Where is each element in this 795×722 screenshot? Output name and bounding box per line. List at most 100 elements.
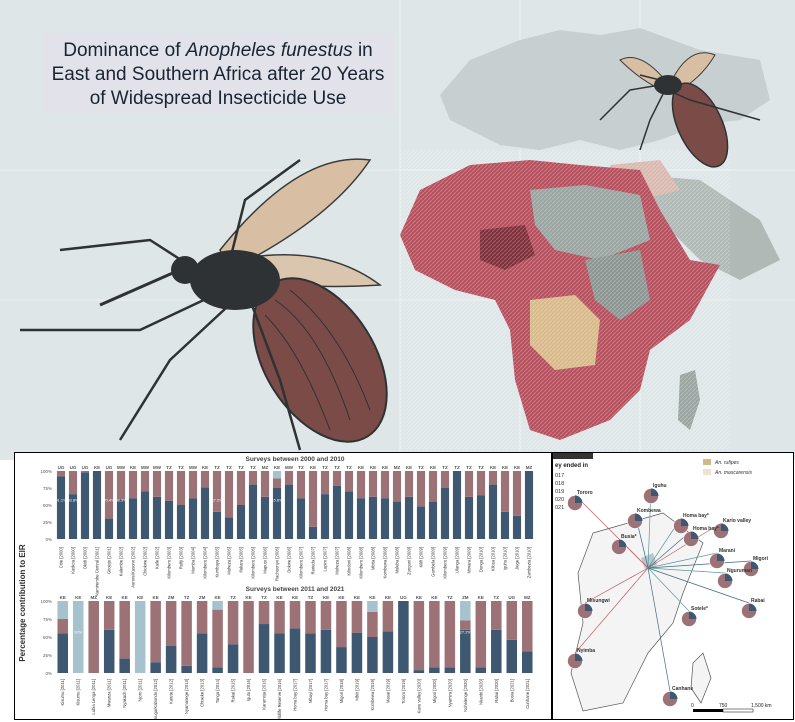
legend-species-label: An. mascarensis	[714, 470, 752, 476]
category-label: Aurore/Kasono [2002]	[131, 547, 136, 588]
bar-segment-0-34-0	[464, 496, 474, 539]
y-axis-label: Percentage contribution to EIR	[18, 544, 27, 662]
category-label: Rakai [2015]	[231, 679, 236, 703]
bar-segment-1-3-1	[103, 601, 115, 630]
country-code-label: KE	[430, 465, 436, 470]
bar-segment-1-21-0	[382, 631, 394, 673]
bar-segment-0-9-1	[164, 471, 174, 501]
category-label: Rarieda [2007]	[311, 547, 316, 574]
country-code-label: KE	[75, 595, 81, 600]
bar-segment-1-19-0	[351, 632, 363, 673]
bar-segment-0-0-1	[56, 471, 66, 477]
category-label: Kilosa [2010]	[491, 547, 496, 571]
bar-segment-0-5-0	[116, 499, 126, 539]
category-label: Mugele Wildlife Reserve [2016]	[277, 679, 282, 719]
bar-segment-0-34-1	[464, 471, 474, 497]
mosquito-legs	[20, 158, 302, 451]
category-label: Kilifi [2009]	[419, 547, 424, 567]
bar-segment-1-13-1	[258, 601, 270, 625]
site-label: Homa bay*	[683, 513, 709, 519]
bar-segment-1-17-1	[320, 601, 332, 630]
bar-segment-1-9-1	[196, 601, 208, 634]
country-code-label: KE	[354, 595, 360, 600]
country-code-label: MW	[189, 465, 198, 470]
site-pie-slice	[717, 553, 725, 561]
bar-segment-1-20-2	[367, 601, 378, 612]
bar-segment-0-1-1	[68, 471, 78, 495]
stacked-bar-chart: Percentage contribution to EIR Surveys be…	[18, 456, 534, 722]
bar-segment-1-9-0	[196, 633, 208, 673]
country-code-label: KE	[369, 595, 375, 600]
country-code-label: UG	[82, 465, 89, 470]
bar-segment-1-2-1	[88, 601, 99, 673]
category-label: Kilombero [2004]	[203, 547, 208, 579]
bar-segment-1-23-1	[413, 601, 425, 671]
site-pie-slice	[619, 539, 627, 547]
mosquito-wing-upper	[219, 158, 372, 272]
country-code-label: MZ	[526, 465, 533, 470]
category-label: Migori [2020]	[432, 679, 437, 703]
bar-segment-0-18-2	[272, 471, 282, 479]
bar-segment-0-9-0	[164, 500, 174, 539]
legend-year-label: 020	[555, 497, 564, 503]
y-tick-label: 100%	[40, 599, 52, 604]
category-label: Kisumu [2011]	[76, 679, 81, 705]
bar-segment-1-16-0	[305, 633, 316, 673]
site-pie-slice	[749, 603, 757, 611]
bar-segment-0-0-0	[56, 476, 66, 539]
country-code-label: TZ	[334, 465, 340, 470]
mosquito-head	[171, 256, 199, 284]
site-pie-slice	[670, 691, 678, 699]
category-label: Mbiti [2019]	[354, 679, 359, 701]
category-label: Busia [2021]	[509, 679, 514, 702]
bar-segment-1-19-1	[351, 601, 363, 633]
bar-segment-0-12-1	[200, 471, 210, 488]
y-tick-label: 75%	[43, 486, 52, 491]
bar-segment-1-30-1	[521, 601, 533, 652]
legend-year-label: 021	[555, 505, 564, 511]
site-label: Iguhu	[653, 483, 667, 489]
connector-line	[647, 567, 750, 604]
bar-segment-1-0-1	[57, 619, 69, 634]
data-label: 91.1%	[55, 498, 67, 503]
category-label: Mumba [2004]	[191, 547, 196, 574]
bar-segment-1-1-2	[72, 601, 84, 673]
category-label: Cunhane [2021]	[525, 679, 530, 709]
bar-segment-1-3-0	[103, 629, 115, 673]
site-label: Nguruman	[727, 568, 752, 574]
bar-segment-0-23-0	[332, 485, 342, 539]
category-label: Kilombero [2007]	[299, 547, 304, 579]
category-label: Iguhu [2010]	[503, 547, 508, 570]
category-label: Kilombero [2006]	[251, 547, 256, 579]
country-code-label: TZ	[346, 465, 352, 470]
site-pie-slice	[751, 561, 759, 569]
country-code-label: KE	[292, 595, 298, 600]
bar-segment-0-22-1	[320, 471, 330, 495]
bar-segment-0-26-1	[368, 471, 378, 497]
country-code-label: KE	[514, 465, 520, 470]
country-code-label: UG	[58, 465, 65, 470]
bar-segment-1-16-1	[305, 601, 316, 634]
country-code-label: KE	[382, 465, 388, 470]
title-species: Anopheles funestus	[185, 40, 353, 61]
country-code-label: TZ	[466, 465, 472, 470]
title-part-2: in East and Southern Africa after 20 Yea…	[51, 40, 385, 109]
connector-line	[584, 567, 649, 604]
category-label: Zunguni [2009]	[407, 547, 412, 575]
bar-segment-0-38-0	[512, 515, 522, 539]
bar-segment-0-7-0	[140, 491, 150, 539]
country-code-label: TZ	[178, 465, 184, 470]
bar-segment-0-4-1	[104, 471, 114, 519]
category-label: Kaile [2002]	[155, 547, 160, 569]
bar-segment-1-24-1	[429, 601, 440, 668]
data-label: 58.3%	[115, 498, 127, 503]
bar-segment-0-27-0	[380, 498, 390, 539]
map-header-text: ey ended in	[555, 463, 588, 469]
bar-segment-1-7-0	[165, 645, 177, 673]
country-code-label: TZ	[226, 465, 232, 470]
bar-segment-1-6-0	[150, 662, 161, 673]
map-texture	[400, 150, 730, 450]
bar-segment-0-28-0	[392, 501, 402, 539]
mosquito-map-illustration	[0, 0, 795, 460]
bar-segment-0-2-0	[80, 472, 90, 539]
